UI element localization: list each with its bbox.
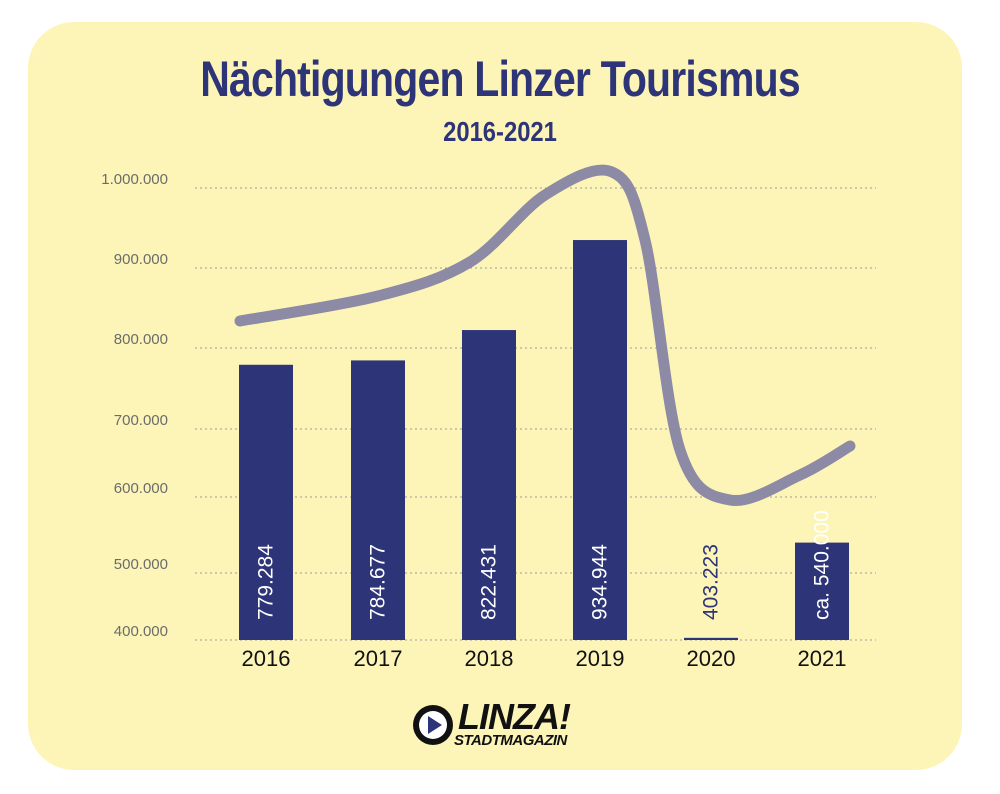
bar (795, 542, 849, 640)
trend-line (234, 164, 856, 507)
linza-logo: LINZA! STADTMAGAZIN (408, 694, 618, 754)
play-circle-icon (413, 705, 453, 745)
logo-subline: STADTMAGAZIN (454, 732, 567, 749)
y-tick-label: 900.000 (114, 251, 168, 268)
data-label: 934.944 (589, 544, 612, 620)
y-tick-label: 1.000.000 (101, 171, 168, 188)
y-tick-label: 700.000 (114, 412, 168, 429)
bar (351, 360, 405, 640)
y-tick-label: 400.000 (114, 623, 168, 640)
y-tick-label: 500.000 (114, 556, 168, 573)
x-tick-label: 2019 (576, 646, 625, 671)
data-label: 784.677 (367, 544, 390, 620)
bar (573, 240, 627, 640)
logo-wordmark: LINZA! (458, 696, 571, 737)
x-tick-label: 2018 (465, 646, 514, 671)
y-tick-label: 800.000 (114, 331, 168, 348)
chart-title: Nächtigungen Linzer Tourismus (200, 51, 800, 107)
bar (462, 330, 516, 640)
data-label: ca. 540.000 (811, 510, 834, 620)
x-tick-label: 2016 (242, 646, 291, 671)
x-tick-label: 2017 (354, 646, 403, 671)
bar (239, 364, 293, 640)
chart-subtitle: 2016-2021 (443, 116, 557, 147)
x-tick-label: 2020 (687, 646, 736, 671)
x-tick-label: 2021 (798, 646, 847, 671)
bar (684, 637, 738, 640)
data-label: 822.431 (478, 544, 501, 620)
y-tick-label: 600.000 (114, 480, 168, 497)
data-label: 403.223 (700, 544, 723, 620)
data-label: 779.284 (255, 544, 278, 620)
